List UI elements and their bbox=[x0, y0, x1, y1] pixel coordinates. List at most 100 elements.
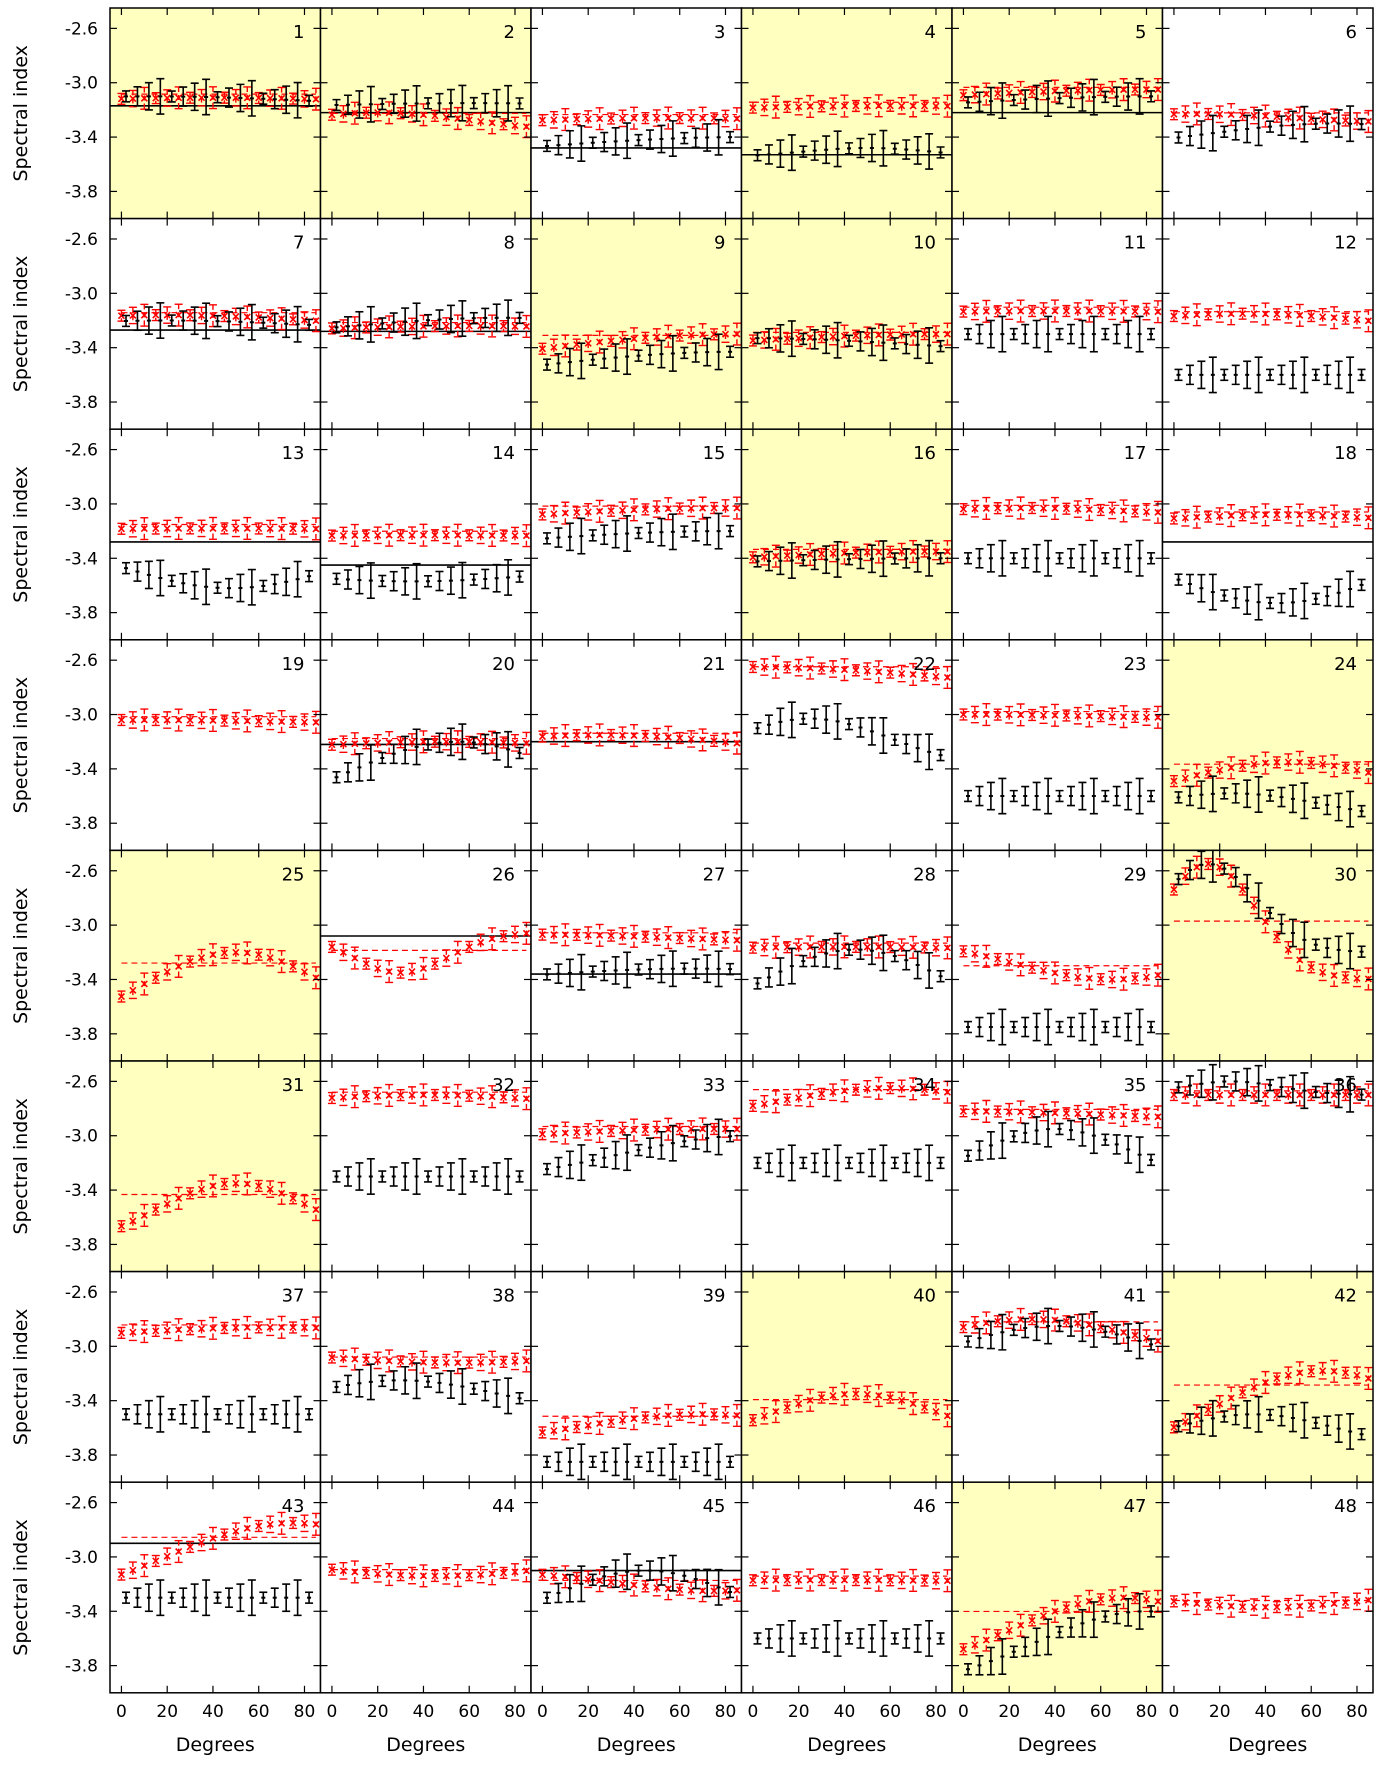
model-point bbox=[278, 525, 286, 533]
model-point bbox=[140, 1211, 148, 1219]
model-point bbox=[909, 102, 917, 110]
model-point bbox=[140, 525, 148, 533]
model-point bbox=[209, 524, 217, 532]
model-point bbox=[351, 954, 359, 962]
model-point bbox=[538, 116, 547, 124]
model-point bbox=[1193, 110, 1201, 118]
model-point bbox=[209, 94, 217, 102]
model-point bbox=[289, 1194, 297, 1202]
model-point bbox=[1028, 88, 1036, 96]
model-point bbox=[499, 738, 508, 747]
model-point bbox=[806, 334, 814, 342]
model-point bbox=[1261, 759, 1270, 767]
y-tick-label: -3.4 bbox=[65, 549, 98, 569]
model-point bbox=[1239, 885, 1247, 894]
model-point bbox=[618, 731, 627, 739]
model-point bbox=[477, 1092, 485, 1100]
model-point bbox=[431, 531, 439, 539]
panel-number: 1 bbox=[293, 22, 304, 43]
model-point bbox=[1353, 513, 1361, 521]
model-point bbox=[1154, 713, 1162, 721]
y-tick-label: -3.4 bbox=[65, 339, 98, 359]
panel-plot-area bbox=[1169, 102, 1373, 152]
panel-number: 31 bbox=[282, 1075, 305, 1096]
model-point bbox=[772, 943, 780, 951]
model-point bbox=[1181, 514, 1189, 522]
model-point bbox=[760, 943, 768, 952]
model-point bbox=[431, 1091, 439, 1099]
panel-26: 26 bbox=[319, 849, 532, 1062]
panel-highlight-background bbox=[531, 218, 742, 430]
model-point bbox=[431, 322, 439, 330]
model-point bbox=[1051, 711, 1059, 719]
model-point bbox=[772, 552, 780, 560]
panel-plot-area bbox=[538, 1117, 741, 1182]
model-point bbox=[886, 943, 894, 951]
model-point bbox=[289, 315, 297, 323]
model-point bbox=[465, 531, 473, 539]
panel-number: 16 bbox=[913, 443, 936, 464]
model-point bbox=[397, 531, 405, 539]
model-point bbox=[328, 324, 336, 332]
model-point bbox=[1216, 110, 1224, 118]
model-point bbox=[278, 315, 286, 323]
model-point bbox=[749, 663, 757, 671]
model-point bbox=[630, 114, 638, 122]
model-point bbox=[477, 738, 485, 746]
model-point bbox=[1319, 115, 1327, 123]
model-point bbox=[1250, 511, 1258, 519]
model-point bbox=[1097, 506, 1105, 514]
model-point bbox=[511, 1094, 519, 1102]
model-point bbox=[488, 738, 496, 746]
model-point bbox=[362, 531, 370, 539]
y-axis-label: Spectral index bbox=[10, 677, 32, 813]
model-point bbox=[300, 316, 309, 324]
panel-number: 23 bbox=[1124, 654, 1147, 675]
model-point bbox=[522, 123, 530, 131]
model-point bbox=[687, 735, 695, 743]
model-point bbox=[829, 102, 837, 110]
panel-plot-area bbox=[117, 941, 320, 1003]
model-point bbox=[607, 337, 615, 345]
model-point bbox=[749, 944, 757, 952]
model-point bbox=[465, 1092, 473, 1100]
panel-plot-area bbox=[320, 921, 531, 984]
model-point bbox=[550, 116, 558, 124]
model-point bbox=[1216, 512, 1224, 520]
model-point bbox=[1250, 310, 1258, 318]
model-point bbox=[1227, 512, 1235, 520]
model-point bbox=[1296, 758, 1304, 766]
panel-background bbox=[1162, 218, 1373, 430]
model-point bbox=[1193, 863, 1201, 871]
model-point bbox=[300, 1200, 309, 1208]
model-point bbox=[442, 954, 450, 962]
model-point bbox=[1261, 511, 1270, 519]
model-point bbox=[1005, 711, 1013, 719]
model-point bbox=[197, 94, 206, 102]
panel-highlight-background bbox=[110, 1061, 321, 1272]
model-point bbox=[163, 524, 171, 533]
model-point bbox=[687, 504, 695, 512]
model-point bbox=[596, 507, 604, 515]
model-point bbox=[760, 336, 768, 344]
model-point bbox=[1181, 311, 1189, 319]
panel-25: 25 -2.6 -3.0 -3.4 -3.8 Spectral index bbox=[10, 849, 322, 1062]
model-point bbox=[1353, 316, 1361, 324]
model-point bbox=[163, 1200, 171, 1208]
model-point bbox=[875, 548, 883, 556]
model-point bbox=[687, 934, 695, 943]
model-point bbox=[733, 330, 741, 338]
model-point bbox=[1039, 307, 1048, 315]
model-point bbox=[920, 102, 929, 110]
panel-number: 5 bbox=[1135, 22, 1146, 43]
model-point bbox=[328, 532, 336, 540]
panel-background bbox=[110, 639, 321, 851]
model-point bbox=[243, 949, 251, 957]
y-tick-label: -2.6 bbox=[65, 862, 98, 882]
model-point bbox=[699, 331, 707, 339]
model-point bbox=[875, 668, 883, 676]
model-point bbox=[943, 102, 951, 110]
model-point bbox=[339, 531, 347, 540]
model-point bbox=[1261, 918, 1270, 926]
model-point bbox=[1341, 315, 1350, 323]
